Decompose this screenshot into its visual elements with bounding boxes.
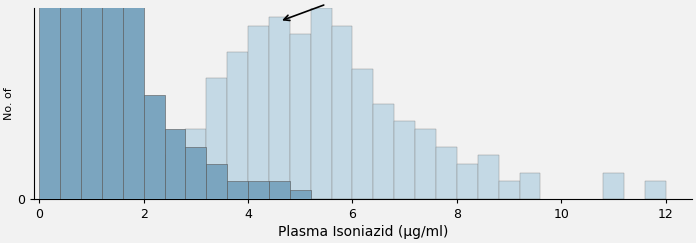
Bar: [436, 147, 457, 199]
Bar: [81, 0, 102, 199]
X-axis label: Plasma Isoniazid (μg/ml): Plasma Isoniazid (μg/ml): [278, 225, 448, 239]
Bar: [206, 78, 227, 199]
Bar: [603, 173, 624, 199]
Bar: [122, 0, 143, 199]
Bar: [164, 156, 185, 199]
Bar: [331, 26, 352, 199]
Bar: [60, 0, 81, 199]
Bar: [248, 181, 269, 199]
Bar: [498, 181, 519, 199]
Y-axis label: No. of: No. of: [4, 87, 14, 120]
Bar: [310, 9, 331, 199]
Bar: [185, 147, 206, 199]
Bar: [269, 17, 290, 199]
Bar: [269, 181, 290, 199]
Bar: [143, 95, 164, 199]
Bar: [227, 52, 248, 199]
Bar: [248, 26, 269, 199]
Bar: [164, 130, 185, 199]
Bar: [644, 181, 666, 199]
Bar: [206, 164, 227, 199]
Bar: [185, 130, 206, 199]
Bar: [39, 0, 60, 199]
Bar: [415, 130, 436, 199]
Bar: [290, 190, 310, 199]
Bar: [394, 121, 415, 199]
Bar: [227, 181, 248, 199]
Bar: [102, 0, 122, 199]
Bar: [519, 173, 540, 199]
Bar: [290, 34, 310, 199]
Bar: [373, 104, 394, 199]
Bar: [352, 69, 373, 199]
Bar: [457, 164, 477, 199]
Bar: [477, 156, 498, 199]
